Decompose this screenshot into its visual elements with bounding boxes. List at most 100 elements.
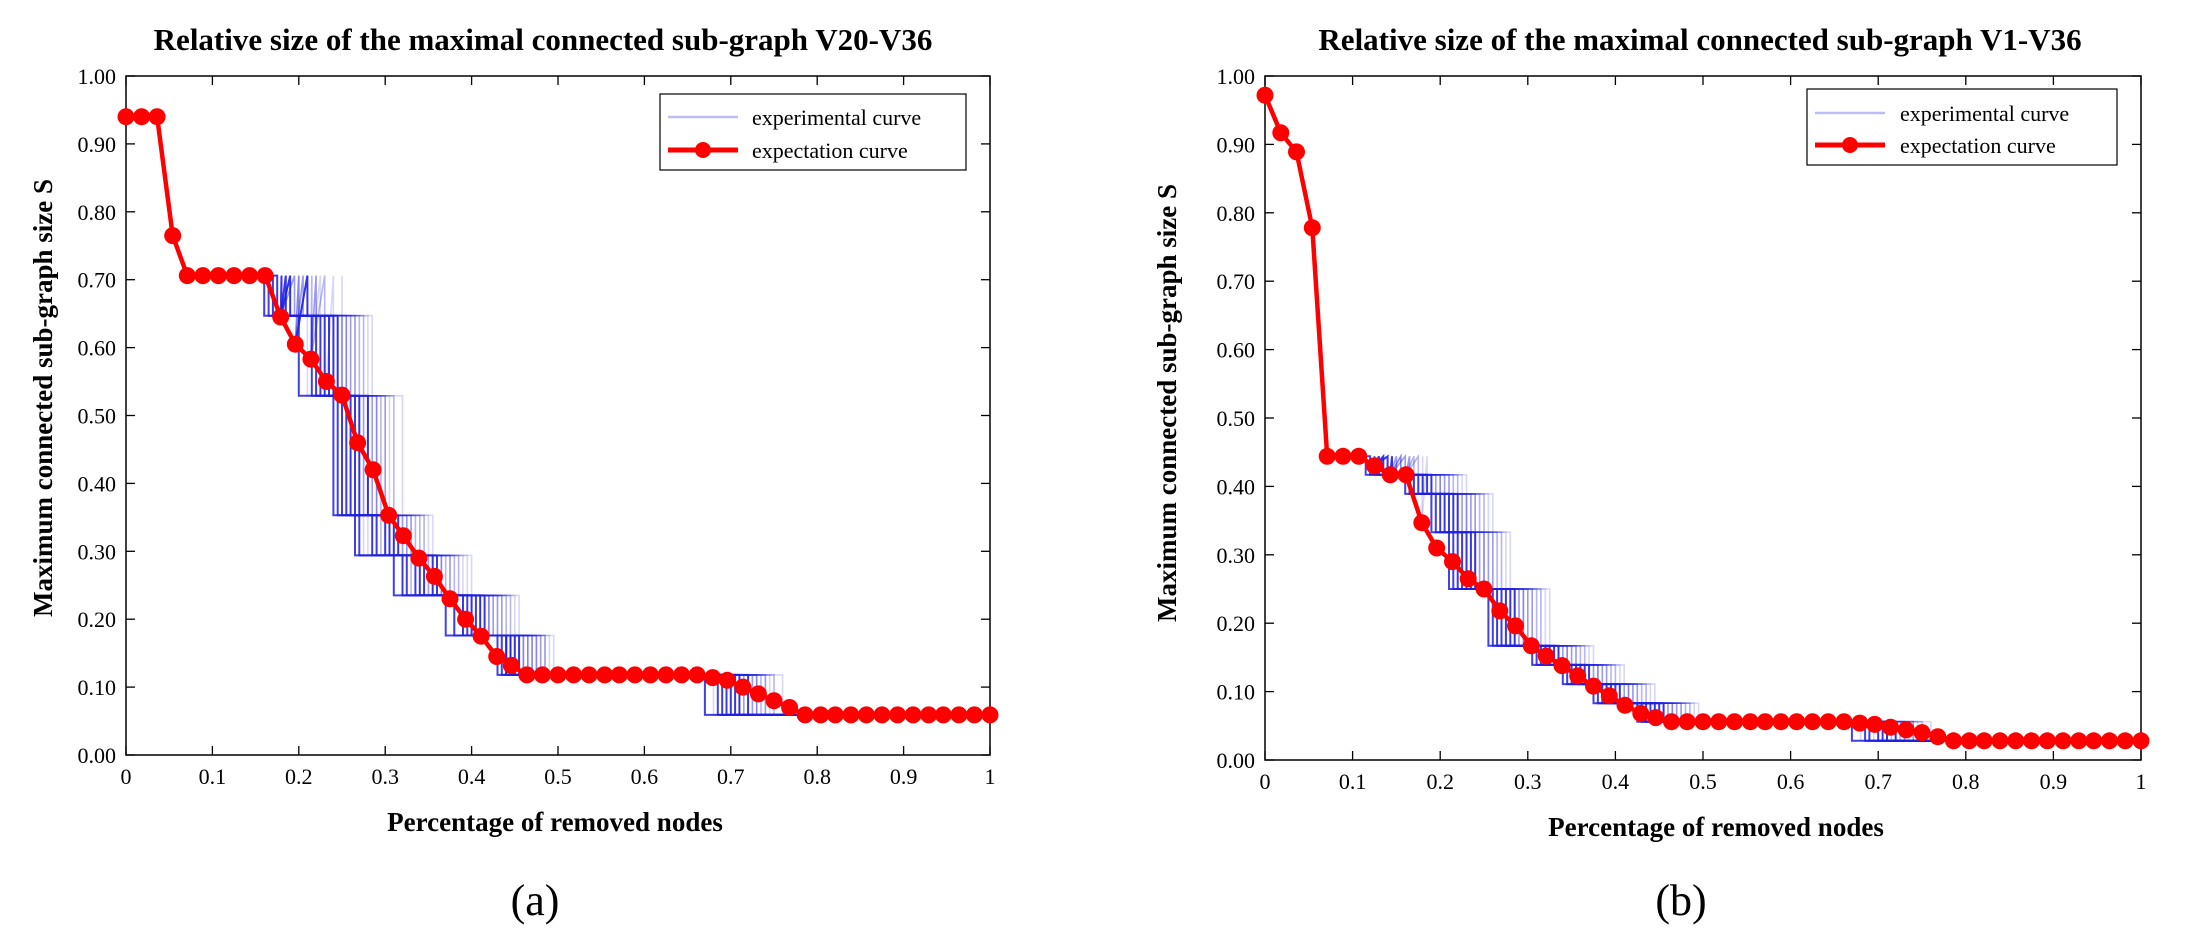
y-axis-label: Maximum connected sub-graph size S [28,179,58,617]
experimental-curve [126,115,990,716]
x-tick-label: 0.8 [1952,769,1980,794]
legend-box [1806,88,2118,166]
experimental-curve [1264,94,2141,742]
expectation-point [1600,687,1618,705]
expectation-point [488,648,506,665]
expectation-point [1303,219,1321,237]
y-tick-label: 0.10 [1217,680,1256,705]
x-tick-label: 0.6 [631,764,659,789]
experimental-curve [126,115,990,716]
x-tick-label: 0.1 [1339,769,1367,794]
experimental-curve [126,115,990,716]
experimental-curve [126,115,990,716]
experimental-curve [126,115,990,716]
expectation-point [1522,637,1540,655]
expectation-point [1866,715,1884,733]
experimental-curve [126,115,990,716]
expectation-point [1585,677,1602,695]
chart-title: Relative size of the maximal connected s… [1318,22,2081,57]
experimental-curves-layer [126,115,990,716]
chart-title: Relative size of the maximal connected s… [154,22,933,57]
expectation-point [657,666,675,684]
expectation-point [626,666,644,684]
experimental-curve [126,115,990,716]
experimental-curve [126,115,990,716]
expectation-point [1788,713,1806,731]
expectation-point [1882,718,1899,736]
plot-area-frame [1264,75,2142,761]
x-tick-label: 0.2 [1426,769,1454,794]
legend-box [659,93,967,171]
expectation-point [904,706,922,724]
expectation-point [286,335,304,353]
plot-frame-layer [1264,75,2142,761]
expectation-point [133,108,151,126]
expectation-point [1366,457,1383,475]
experimental-curve [1264,94,2141,742]
expectation-point [2070,732,2088,750]
x-tick-label: 0.9 [890,764,918,789]
expectation-point [1475,580,1493,598]
x-tick-label: 0.5 [544,764,572,789]
expectation-point [380,506,398,524]
expectation-point [549,666,567,684]
expectation-point [349,434,367,452]
experimental-curve [126,115,990,716]
y-tick-label: 0.20 [78,607,117,632]
expectation-point [1756,713,1774,731]
x-tick-label: 0 [1260,769,1271,794]
experimental-curve [126,115,990,716]
expectation-point [1318,447,1336,465]
expectation-point [1350,447,1368,465]
expectation-point [148,108,166,126]
y-tick-label: 0.40 [1217,474,1256,499]
x-tick-label: 0.6 [1777,769,1805,794]
expectation-point [1256,86,1274,104]
expectation-point [1897,721,1915,739]
x-tick-label: 0 [121,764,132,789]
expectation-point [1804,713,1821,731]
expectation-point [256,267,274,285]
expectation-point [857,706,875,724]
legend-marker-expectation [1842,137,1858,153]
experimental-curve [1264,94,2141,742]
expectation-point [1975,732,1993,750]
expectation-point [1663,713,1680,731]
y-tick-label: 0.00 [78,743,117,768]
experimental-curve [1264,94,2141,742]
experimental-curve [1264,94,2141,742]
expectation-point [1428,539,1446,557]
y-tick-label: 0.80 [78,200,117,225]
experimental-curve [126,115,990,716]
panel-label: (a) [511,876,560,925]
expectation-point [333,386,351,404]
expectation-point [1569,667,1587,685]
expectation-point [641,666,659,684]
experimental-curve [1264,94,2141,742]
experimental-curve [1264,94,2141,742]
expectation-point [920,706,938,724]
experimental-curve [126,115,990,716]
expectation-point [950,706,968,724]
expectation-point [1710,713,1728,731]
x-tick-label: 0.1 [199,764,227,789]
experimental-curve [1264,94,2141,742]
expectation-point [457,610,475,628]
expectation-point [1334,447,1352,465]
expectation-point [1929,728,1947,746]
experimental-curve [126,115,990,716]
experimental-curve [126,115,990,716]
expectation-point [1726,713,1743,731]
expectation-point [688,666,706,684]
tick-labels-layer: 0 0.1 0.2 0.3 0.4 0.5 0.6 0.7 0.8 0.9 1 0.00 0.10 0.2… [78,64,996,789]
experimental-curve [126,115,990,716]
experimental-curve [1264,94,2141,742]
experimental-curve [1264,94,2141,742]
expectation-point [965,706,983,724]
expectation-point [734,678,752,696]
experimental-curve [126,115,990,716]
experimental-curve [1264,94,2141,742]
expectation-point [2038,732,2056,750]
chart-panel-a: Relative size of the maximal connected s… [28,22,999,925]
